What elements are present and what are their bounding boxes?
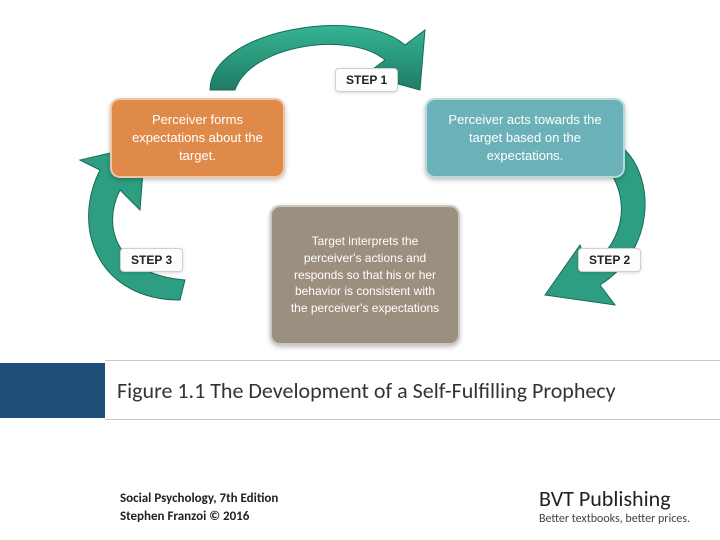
publisher-name: BVT Publishing — [539, 485, 690, 512]
node-perceiver-acts: Perceiver acts towards the target based … — [425, 98, 625, 178]
node-perceiver-forms: Perceiver forms expectations about the t… — [110, 98, 285, 178]
footer: Social Psychology, 7th Edition Stephen F… — [0, 485, 720, 540]
step-label-1: STEP 1 — [335, 68, 398, 92]
footer-publisher: BVT Publishing Better textbooks, better … — [539, 485, 690, 526]
node-text: Perceiver acts towards the target based … — [441, 111, 609, 166]
step-label-2: STEP 2 — [578, 248, 641, 272]
title-accent-block — [0, 363, 105, 418]
node-target-interprets: Target interprets the perceiver's action… — [270, 205, 460, 345]
node-text: Perceiver forms expectations about the t… — [126, 111, 269, 166]
diagram-cycle: STEP 1 STEP 2 STEP 3 Perceiver forms exp… — [0, 0, 720, 365]
node-text: Target interprets the perceiver's action… — [286, 233, 444, 317]
publisher-tagline: Better textbooks, better prices. — [539, 512, 690, 526]
book-author: Stephen Franzoi © 2016 — [120, 508, 278, 526]
title-bar: Figure 1.1 The Development of a Self-Ful… — [0, 360, 720, 422]
book-title: Social Psychology, 7th Edition — [120, 490, 278, 508]
figure-title: Figure 1.1 The Development of a Self-Ful… — [105, 360, 720, 420]
footer-book-info: Social Psychology, 7th Edition Stephen F… — [120, 490, 278, 526]
step-label-3: STEP 3 — [120, 248, 183, 272]
